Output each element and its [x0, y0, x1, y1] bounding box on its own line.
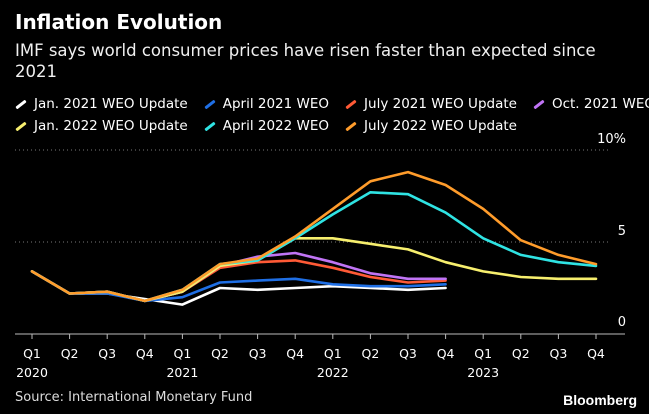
legend-item-april-2021: April 2021 WEO [204, 96, 329, 112]
legend-label: Jan. 2022 WEO Update [34, 118, 188, 134]
x-year-label: 2023 [467, 365, 499, 380]
legend: Jan. 2021 WEO Update April 2021 WEO July… [15, 94, 649, 138]
legend-label: April 2022 WEO [222, 118, 330, 134]
x-tick-label: Q2 [211, 346, 229, 361]
x-tick-label: Q4 [437, 346, 455, 361]
legend-item-july-2021: July 2021 WEO Update [345, 96, 517, 112]
x-tick-label: Q4 [286, 346, 304, 361]
x-tick-label: Q2 [362, 346, 380, 361]
series-line-1 [30, 270, 447, 303]
x-year-label: 2020 [16, 365, 48, 380]
x-tick-label: Q1 [174, 346, 192, 361]
legend-row-1: Jan. 2021 WEO Update April 2021 WEO July… [15, 94, 649, 114]
series-line-4 [30, 237, 598, 303]
legend-label: July 2022 WEO Update [364, 118, 517, 134]
legend-label: Oct. 2021 WEO [551, 96, 649, 112]
x-tick-label: Q1 [23, 346, 41, 361]
x-tick-label: Q3 [249, 346, 267, 361]
legend-item-jan-2022: Jan. 2022 WEO Update [15, 118, 188, 134]
series-line-5 [30, 191, 598, 303]
x-year-label: 2022 [317, 365, 349, 380]
y-tick-label: 10% [597, 132, 626, 147]
x-tick-label: Q4 [587, 346, 605, 361]
x-tick-label: Q2 [61, 346, 79, 361]
legend-label: Jan. 2021 WEO Update [34, 96, 188, 112]
x-tick-label: Q2 [512, 346, 530, 361]
legend-item-oct-2021: Oct. 2021 WEO [533, 96, 649, 112]
x-tick-label: Q3 [550, 346, 568, 361]
legend-item-july-2022: July 2022 WEO Update [345, 118, 517, 134]
legend-row-2: Jan. 2022 WEO Update April 2022 WEO July… [15, 116, 635, 136]
x-tick-label: Q1 [474, 346, 492, 361]
chart-subtitle: IMF says world consumer prices have rise… [15, 41, 596, 81]
y-tick-label: 5 [618, 224, 626, 239]
legend-item-april-2022: April 2022 WEO [204, 118, 329, 134]
y-tick-label: 0 [618, 315, 626, 330]
bloomberg-logo: Bloomberg [563, 392, 637, 408]
x-tick-label: Q4 [136, 346, 154, 361]
legend-item-jan-2021: Jan. 2021 WEO Update [15, 96, 188, 112]
source-note: Source: International Monetary Fund [15, 390, 253, 405]
legend-label: July 2021 WEO Update [364, 96, 517, 112]
x-tick-label: Q3 [98, 346, 116, 361]
legend-label: April 2021 WEO [222, 96, 330, 112]
x-year-label: 2021 [166, 365, 198, 380]
chart-title: Inflation Evolution [15, 10, 223, 34]
series-line-6 [30, 170, 598, 303]
x-tick-label: Q1 [324, 346, 342, 361]
x-tick-label: Q3 [399, 346, 417, 361]
